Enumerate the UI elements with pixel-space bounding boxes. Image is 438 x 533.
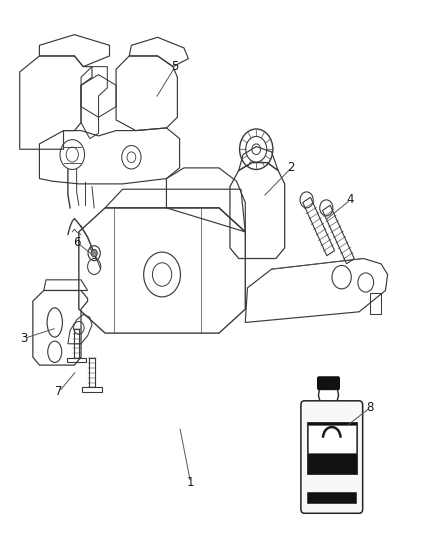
- Text: 5: 5: [172, 60, 179, 73]
- Text: 8: 8: [367, 401, 374, 414]
- Text: 4: 4: [346, 193, 354, 206]
- FancyBboxPatch shape: [301, 401, 363, 513]
- Text: 2: 2: [287, 161, 295, 174]
- FancyBboxPatch shape: [308, 425, 356, 453]
- Text: 7: 7: [55, 385, 63, 398]
- Text: 6: 6: [73, 236, 81, 249]
- FancyBboxPatch shape: [307, 422, 357, 474]
- Text: 3: 3: [21, 332, 28, 345]
- FancyBboxPatch shape: [307, 491, 356, 503]
- Text: 1: 1: [187, 476, 194, 489]
- Circle shape: [91, 249, 97, 257]
- FancyBboxPatch shape: [318, 377, 339, 390]
